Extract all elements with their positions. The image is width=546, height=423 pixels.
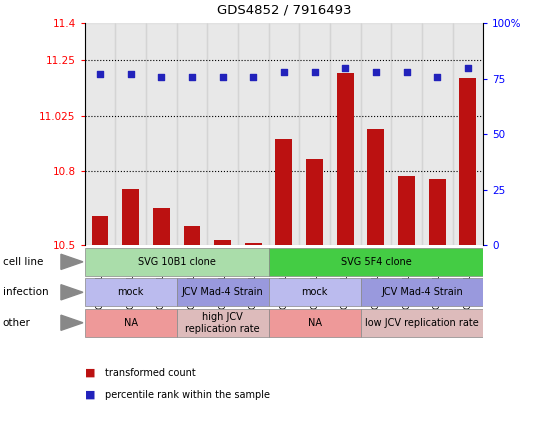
Point — [157, 73, 165, 80]
Bar — [146, 23, 176, 245]
Text: JCV Mad-4 Strain: JCV Mad-4 Strain — [381, 287, 463, 297]
Bar — [85, 23, 115, 245]
Bar — [92, 216, 109, 245]
Bar — [429, 179, 446, 245]
Point — [218, 73, 227, 80]
Bar — [276, 139, 292, 245]
Point — [371, 69, 380, 76]
Bar — [360, 278, 483, 306]
Bar — [453, 23, 483, 245]
Bar — [360, 309, 483, 337]
Bar — [330, 23, 360, 245]
Point — [402, 69, 411, 76]
Bar — [85, 248, 269, 276]
Point — [126, 71, 135, 78]
Text: JCV Mad-4 Strain: JCV Mad-4 Strain — [182, 287, 264, 297]
Bar — [183, 225, 200, 245]
Bar — [367, 129, 384, 245]
Text: low JCV replication rate: low JCV replication rate — [365, 318, 479, 328]
Text: high JCV
replication rate: high JCV replication rate — [185, 312, 260, 334]
Text: SVG 5F4 clone: SVG 5F4 clone — [341, 257, 411, 267]
Bar — [153, 209, 170, 245]
Text: mock: mock — [117, 287, 144, 297]
Point — [96, 71, 104, 78]
Bar — [269, 23, 299, 245]
Text: mock: mock — [301, 287, 328, 297]
Point — [188, 73, 197, 80]
Bar — [422, 23, 453, 245]
Text: infection: infection — [3, 287, 49, 297]
Point — [310, 69, 319, 76]
Bar — [122, 189, 139, 245]
Text: cell line: cell line — [3, 257, 43, 267]
Point — [249, 73, 258, 80]
Point — [280, 69, 288, 76]
Bar — [214, 240, 231, 245]
Text: percentile rank within the sample: percentile rank within the sample — [105, 390, 270, 400]
Point — [464, 64, 472, 71]
Text: other: other — [3, 318, 31, 328]
Polygon shape — [61, 254, 83, 269]
Point — [433, 73, 442, 80]
Bar — [360, 23, 391, 245]
Text: SVG 10B1 clone: SVG 10B1 clone — [138, 257, 216, 267]
Bar — [337, 73, 354, 245]
Bar — [245, 243, 262, 245]
Text: NA: NA — [123, 318, 138, 328]
Bar — [269, 309, 360, 337]
Bar — [207, 23, 238, 245]
Text: NA: NA — [307, 318, 322, 328]
Text: ■: ■ — [85, 390, 95, 400]
Bar — [269, 278, 360, 306]
Bar — [306, 159, 323, 245]
Bar — [459, 77, 476, 245]
Bar — [176, 278, 269, 306]
Bar — [299, 23, 330, 245]
Bar — [176, 23, 207, 245]
Text: transformed count: transformed count — [105, 368, 196, 378]
Bar — [85, 278, 176, 306]
Text: ■: ■ — [85, 368, 95, 378]
Bar — [398, 176, 415, 245]
Polygon shape — [61, 315, 83, 330]
Text: GDS4852 / 7916493: GDS4852 / 7916493 — [217, 4, 351, 17]
Bar — [176, 309, 269, 337]
Polygon shape — [61, 285, 83, 300]
Bar — [238, 23, 269, 245]
Bar — [85, 309, 176, 337]
Bar — [391, 23, 422, 245]
Bar — [115, 23, 146, 245]
Bar — [269, 248, 483, 276]
Point — [341, 64, 349, 71]
